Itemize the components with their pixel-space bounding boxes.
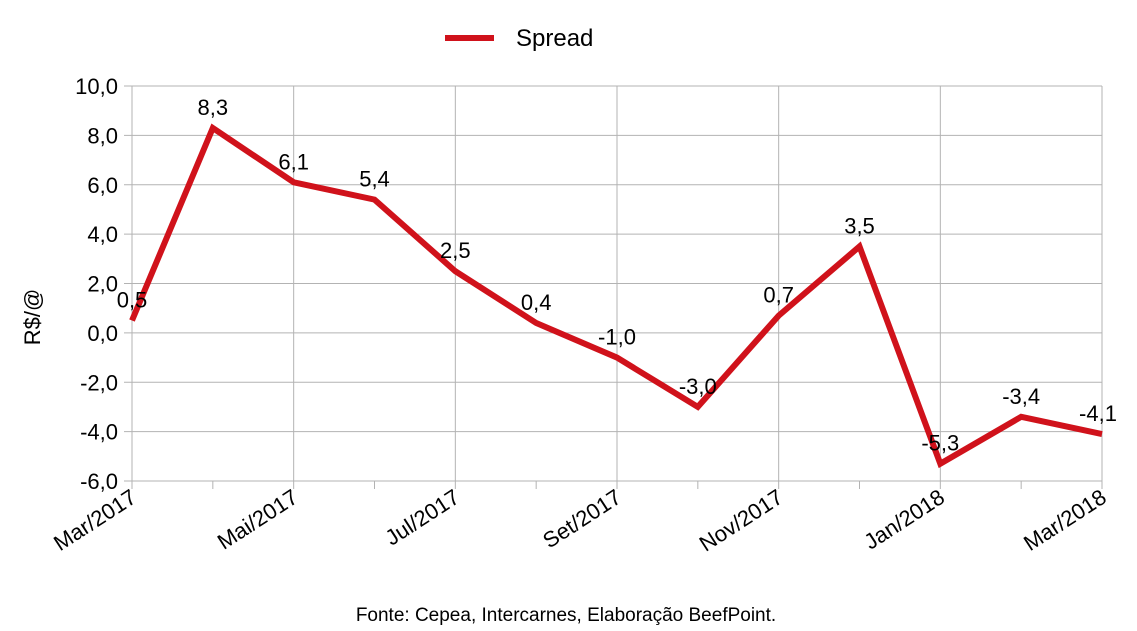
x-tick-label: Set/2017 bbox=[538, 484, 625, 553]
legend: Spread bbox=[445, 25, 593, 52]
data-label: 0,4 bbox=[521, 290, 552, 315]
x-tick-label: Jan/2018 bbox=[860, 484, 950, 554]
data-label: 2,5 bbox=[440, 238, 471, 263]
data-label: -4,1 bbox=[1079, 401, 1117, 426]
x-tick-label: Mai/2017 bbox=[213, 484, 303, 554]
x-tick-labels: Mar/2017 Mai/2017 Jul/2017 Set/2017 Nov/2017… bbox=[49, 484, 1111, 556]
data-label: -3,0 bbox=[679, 374, 717, 399]
data-labels: 0,5 8,3 6,1 5,4 2,5 0,4 -1,0 -3,0 0,7 3,5 -5,3 -3,4… bbox=[117, 95, 1117, 456]
data-label: 6,1 bbox=[278, 149, 309, 174]
data-label: 8,3 bbox=[198, 95, 229, 120]
y-tick-label: -4,0 bbox=[80, 420, 118, 445]
data-label: -5,3 bbox=[921, 431, 959, 456]
y-tick-label: 0,0 bbox=[87, 321, 118, 346]
data-label: -3,4 bbox=[1002, 384, 1040, 409]
y-tick-label: 10,0 bbox=[75, 74, 118, 99]
y-tick-labels: 10,0 8,0 6,0 4,0 2,0 0,0 -2,0 -4,0 -6,0 bbox=[75, 74, 118, 494]
series-line bbox=[129, 123, 1103, 469]
x-tick-label: Nov/2017 bbox=[695, 484, 788, 556]
grid-lines bbox=[131, 85, 1103, 482]
data-label: 5,4 bbox=[359, 167, 390, 192]
data-label: 3,5 bbox=[844, 213, 875, 238]
x-tick-label: Jul/2017 bbox=[381, 484, 464, 550]
data-label: -1,0 bbox=[598, 325, 636, 350]
x-tick-label: Mar/2018 bbox=[1019, 484, 1111, 556]
source-note: Fonte: Cepea, Intercarnes, Elaboração Be… bbox=[356, 605, 776, 626]
y-tick-label: 4,0 bbox=[87, 222, 118, 247]
y-tick-label: 6,0 bbox=[87, 173, 118, 198]
series-spread bbox=[129, 123, 1103, 469]
legend-label: Spread bbox=[516, 25, 593, 52]
y-tick-label: -6,0 bbox=[80, 469, 118, 494]
data-label: 0,7 bbox=[763, 283, 794, 308]
y-tick-label: -2,0 bbox=[80, 370, 118, 395]
x-tick-label: Mar/2017 bbox=[49, 484, 141, 556]
data-label: 0,5 bbox=[117, 288, 148, 313]
y-axis-label: R$/@ bbox=[20, 289, 45, 346]
axes bbox=[124, 85, 1103, 489]
y-tick-label: 2,0 bbox=[87, 272, 118, 297]
y-tick-label: 8,0 bbox=[87, 123, 118, 148]
